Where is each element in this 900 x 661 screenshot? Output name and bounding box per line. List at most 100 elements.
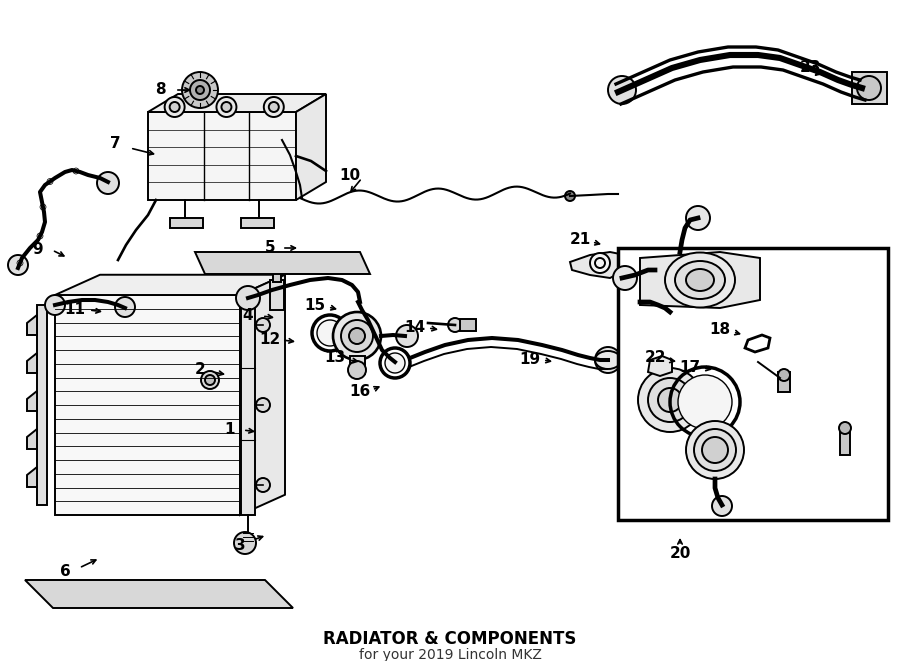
Polygon shape (570, 252, 625, 278)
Text: 17: 17 (680, 360, 700, 375)
Polygon shape (25, 580, 293, 608)
Circle shape (256, 398, 270, 412)
Bar (170, 218, 202, 228)
Ellipse shape (686, 421, 744, 479)
Bar (852, 72, 887, 104)
Circle shape (349, 328, 365, 344)
Bar (241, 295, 255, 515)
Circle shape (857, 76, 881, 100)
Text: RADIATOR & COMPONENTS: RADIATOR & COMPONENTS (323, 630, 577, 648)
Circle shape (686, 206, 710, 230)
Circle shape (448, 318, 462, 332)
Circle shape (221, 102, 231, 112)
Circle shape (234, 532, 256, 554)
Text: 20: 20 (670, 545, 690, 561)
Circle shape (40, 204, 46, 210)
Ellipse shape (694, 429, 736, 471)
Circle shape (205, 375, 215, 385)
Text: 21: 21 (570, 233, 590, 247)
Circle shape (317, 320, 343, 346)
Circle shape (196, 86, 204, 94)
Circle shape (595, 347, 621, 373)
Circle shape (590, 253, 610, 273)
Circle shape (182, 72, 218, 108)
Text: 8: 8 (155, 83, 166, 98)
Circle shape (201, 371, 219, 389)
Circle shape (165, 97, 184, 117)
Polygon shape (27, 353, 37, 373)
Text: 16: 16 (349, 385, 371, 399)
Polygon shape (55, 275, 285, 295)
Circle shape (348, 361, 366, 379)
Circle shape (648, 378, 692, 422)
Circle shape (385, 353, 405, 373)
Polygon shape (27, 429, 37, 449)
Polygon shape (55, 295, 240, 515)
Circle shape (333, 312, 381, 360)
Text: 13: 13 (324, 350, 346, 366)
Text: 10: 10 (339, 167, 361, 182)
Text: for your 2019 Lincoln MKZ: for your 2019 Lincoln MKZ (358, 648, 542, 661)
Circle shape (37, 233, 43, 239)
Circle shape (216, 97, 237, 117)
Text: 5: 5 (265, 239, 275, 254)
Text: 4: 4 (243, 307, 253, 323)
Text: 11: 11 (65, 303, 86, 317)
Circle shape (678, 375, 732, 429)
Polygon shape (27, 315, 37, 335)
Text: 7: 7 (110, 136, 121, 151)
Circle shape (115, 297, 135, 317)
Circle shape (613, 266, 637, 290)
Polygon shape (296, 94, 326, 200)
Text: 19: 19 (519, 352, 541, 368)
Circle shape (17, 260, 23, 266)
Circle shape (341, 320, 373, 352)
Circle shape (638, 368, 702, 432)
Bar (840, 430, 850, 455)
Circle shape (256, 478, 270, 492)
Text: 12: 12 (259, 332, 281, 348)
Circle shape (396, 325, 418, 347)
Bar (241, 218, 274, 228)
Circle shape (45, 295, 65, 315)
Ellipse shape (665, 253, 735, 307)
Polygon shape (640, 252, 760, 308)
Text: 18: 18 (709, 323, 731, 338)
Circle shape (47, 178, 53, 184)
Text: 22: 22 (644, 350, 666, 366)
Text: 9: 9 (32, 243, 43, 258)
Text: 6: 6 (59, 564, 70, 580)
Bar (618, 248, 888, 520)
Circle shape (839, 422, 851, 434)
Polygon shape (37, 305, 47, 505)
Text: 2: 2 (194, 362, 205, 377)
Circle shape (73, 168, 79, 174)
Circle shape (190, 80, 210, 100)
Bar (273, 270, 281, 282)
Bar (270, 280, 284, 310)
Bar (350, 356, 365, 374)
Polygon shape (27, 391, 37, 411)
Circle shape (565, 191, 575, 201)
Bar (148, 112, 296, 200)
Polygon shape (240, 275, 285, 515)
Ellipse shape (595, 351, 621, 369)
Text: 15: 15 (304, 297, 326, 313)
Ellipse shape (702, 437, 728, 463)
Ellipse shape (686, 269, 714, 291)
Circle shape (256, 318, 270, 332)
Circle shape (658, 388, 682, 412)
Circle shape (712, 496, 732, 516)
Polygon shape (648, 356, 672, 376)
Circle shape (269, 102, 279, 112)
Circle shape (236, 286, 260, 310)
Text: 3: 3 (235, 537, 246, 553)
Bar (778, 372, 790, 392)
Text: 23: 23 (799, 61, 821, 75)
Circle shape (169, 102, 180, 112)
Circle shape (8, 255, 28, 275)
Circle shape (608, 76, 636, 104)
Circle shape (97, 172, 119, 194)
Polygon shape (148, 94, 326, 112)
Text: 1: 1 (225, 422, 235, 438)
